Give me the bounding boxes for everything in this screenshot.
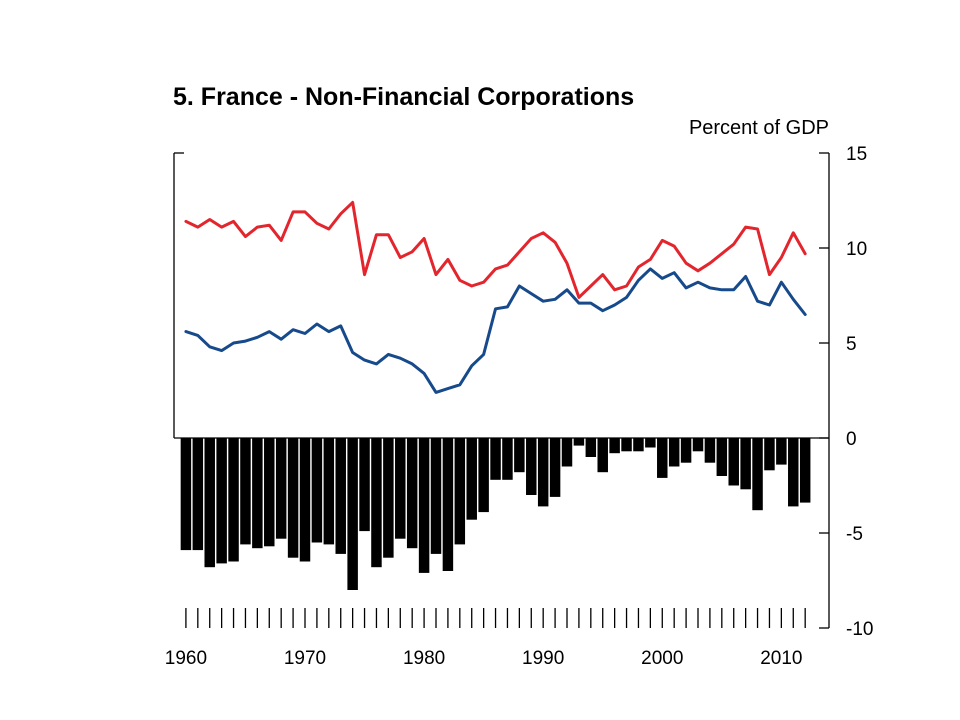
- bar-1982: [442, 438, 454, 571]
- x-tick-label: 1960: [165, 648, 207, 669]
- chart-title: 5. France - Non-Financial Corporations: [173, 83, 635, 111]
- bar-1961: [192, 438, 204, 551]
- bar-1965: [240, 438, 251, 545]
- y-tick-label: 10: [846, 239, 867, 260]
- bar-1995: [597, 438, 608, 473]
- bar-1980: [418, 438, 430, 573]
- x-tick-label: 2000: [641, 648, 683, 669]
- bar-2003: [692, 438, 704, 452]
- bar-2007: [740, 438, 751, 490]
- bar-1991: [549, 438, 561, 497]
- bar-1989: [526, 438, 537, 495]
- bar-1990: [537, 438, 549, 507]
- bar-1977: [383, 438, 394, 558]
- y-tick-label: 15: [846, 144, 867, 165]
- y-tick-label: 0: [846, 429, 857, 450]
- bar-1972: [323, 438, 335, 545]
- bar-2001: [668, 438, 680, 467]
- bar-2012: [799, 438, 811, 503]
- bar-2009: [764, 438, 775, 471]
- bar-1985: [478, 438, 489, 513]
- bar-1969: [287, 438, 299, 558]
- bar-1968: [275, 438, 287, 539]
- blue-line-series: [184, 267, 807, 394]
- bar-1983: [454, 438, 466, 545]
- bar-1993: [573, 438, 585, 446]
- bar-1966: [252, 438, 263, 549]
- bar-1986: [490, 438, 501, 480]
- bar-1970: [299, 438, 311, 562]
- bar-1994: [585, 438, 597, 457]
- unit-label: Percent of GDP: [688, 117, 829, 139]
- bar-1975: [359, 438, 370, 532]
- line-series-group: [184, 200, 807, 394]
- y-tick-label: -10: [846, 619, 873, 640]
- axes: [173, 152, 830, 629]
- x-tick-label: 1970: [284, 648, 326, 669]
- bar-1960: [180, 438, 192, 551]
- bar-1987: [502, 438, 513, 480]
- bar-1997: [621, 438, 632, 452]
- bar-1967: [264, 438, 275, 547]
- red-line-series: [184, 200, 807, 299]
- bar-1963: [216, 438, 227, 564]
- bar-1971: [311, 438, 323, 543]
- bar-1962: [204, 438, 215, 568]
- bar-2010: [776, 438, 787, 465]
- bar-1992: [561, 438, 573, 467]
- bar-1988: [514, 438, 525, 473]
- bar-1996: [609, 438, 620, 454]
- bar-1964: [228, 438, 239, 562]
- x-tick-label: 1990: [522, 648, 564, 669]
- bar-2000: [657, 438, 668, 478]
- bar-2005: [716, 438, 728, 476]
- bar-1979: [406, 438, 418, 549]
- bar-2011: [788, 438, 799, 507]
- y-tick-label: -5: [846, 524, 863, 545]
- x-tick-label: 1980: [403, 648, 445, 669]
- bar-1978: [395, 438, 406, 539]
- bar-2002: [680, 438, 692, 463]
- bar-1984: [466, 438, 477, 520]
- tick-labels: 15 10 5 0 -5 -10 1960 1970 1980 1990 2000 2010: [165, 144, 874, 669]
- bar-1998: [633, 438, 644, 452]
- bar-series-group: [180, 438, 811, 590]
- bar-1999: [645, 438, 656, 448]
- y-tick-label: 5: [846, 334, 857, 355]
- bar-2004: [704, 438, 716, 463]
- bar-2008: [752, 438, 763, 511]
- bar-1976: [371, 438, 382, 568]
- bar-1981: [430, 438, 442, 554]
- x-tick-label: 2010: [760, 648, 802, 669]
- bar-1973: [335, 438, 346, 554]
- bar-1974: [347, 438, 358, 590]
- bar-2006: [728, 438, 739, 486]
